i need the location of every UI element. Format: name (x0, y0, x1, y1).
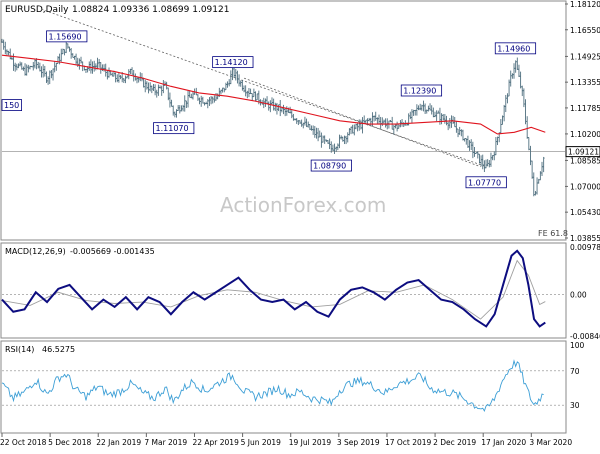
price-y-tick-label: 1.18120 (570, 0, 600, 9)
price-bar (542, 156, 545, 173)
price-annotation-label: 1.07770 (468, 178, 501, 187)
macd-title: MACD(12,26,9) (5, 247, 66, 256)
price-annotation-box (212, 56, 254, 69)
price-annotation-box (46, 30, 88, 43)
price-annotation-label: 1.11070 (156, 124, 189, 133)
current-price-tag (565, 146, 600, 158)
price-panel-frame (0, 0, 567, 241)
ohlc-label: 1.08824 1.09336 1.08699 1.09121 (72, 5, 229, 15)
price-y-tick-label: 1.10200 (570, 130, 600, 139)
price-y-tick-label: 1.13355 (570, 78, 600, 87)
moving-average-line (1, 54, 546, 135)
rsi-values: 46.5275 (42, 345, 75, 354)
rsi-y-tick-label: 70 (570, 367, 580, 376)
x-tick-label: 17 Jan 2020 (481, 438, 526, 447)
macd-line (1, 249, 546, 328)
price-annotation-box (400, 84, 443, 97)
price-y-tick-label: 1.05430 (570, 208, 600, 217)
x-tick-label: 3 Mar 2020 (529, 438, 572, 447)
rsi-line (1, 359, 544, 413)
macd-values: -0.005669 -0.001435 (70, 247, 155, 256)
x-tick-label: 5 Dec 2018 (48, 438, 91, 447)
price-annotation-label: 1.14960 (497, 44, 530, 53)
price-annotation-box (310, 159, 352, 172)
macd-panel-frame (0, 242, 567, 339)
macd-y-tick-label: 0.00 (570, 291, 587, 300)
price-y-tick-label: 1.14925 (570, 52, 600, 61)
x-tick-label: 17 Oct 2019 (385, 438, 432, 447)
price-annotation-label: 1.15690 (49, 32, 82, 41)
price-annotation-label: 1.08790 (313, 162, 346, 171)
x-tick-label: 7 Mar 2019 (144, 438, 187, 447)
price-y-tick-label: 1.03855 (570, 234, 600, 243)
x-tick-label: 22 Apr 2019 (192, 438, 239, 447)
macd-plot (1, 249, 565, 328)
x-tick-label: 22 Jan 2019 (96, 438, 141, 447)
price-annotation-box (465, 176, 507, 189)
price-annotation-box (1, 99, 23, 111)
price-annotation-box (494, 42, 537, 55)
price-y-tick-label: 1.11785 (570, 104, 600, 113)
watermark: ActionForex.com (220, 193, 386, 217)
macd-y-tick-label: -0.008464 (570, 332, 600, 341)
symbol-label: EURUSD,Daily (5, 5, 69, 15)
x-tick-label: 22 Oct 2018 (0, 438, 47, 447)
x-tick-label: 2 Dec 2019 (433, 438, 476, 447)
rsi-title: RSI(14) (5, 345, 34, 354)
current-price-label: 1.09121 (568, 148, 599, 157)
fib-label: FE 61.8 (538, 229, 568, 238)
macd-y-tick-label: 0.00978 (570, 243, 600, 252)
price-annotation-label: 1.14120 (215, 58, 248, 67)
price-annotation-label: 150 (4, 101, 19, 110)
price-annotation-box (153, 122, 195, 135)
x-tick-label: 19 Jul 2019 (289, 438, 332, 447)
rsi-y-tick-label: 100 (570, 341, 585, 350)
trendline (41, 8, 487, 168)
price-y-tick-label: 1.07000 (570, 182, 600, 191)
rsi-plot (1, 359, 565, 413)
x-tick-label: 3 Sep 2019 (337, 438, 380, 447)
x-tick-label: 5 Jun 2019 (241, 438, 282, 447)
rsi-panel-frame (0, 340, 567, 434)
price-y-tick-label: 1.16550 (570, 26, 600, 35)
price-plot: 1.15690 1.14120 1.11070 1.08790 1.12390 1.077… (1, 8, 565, 197)
rsi-y-tick-label: 30 (570, 401, 580, 410)
price-annotation-label: 1.12390 (403, 86, 436, 95)
price-y-tick-label: 1.08585 (570, 156, 600, 165)
